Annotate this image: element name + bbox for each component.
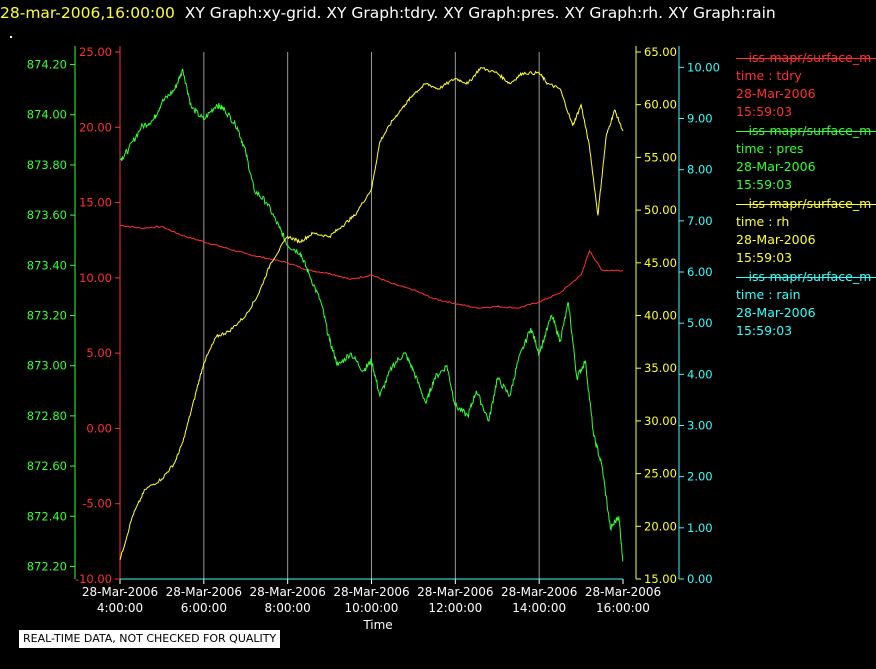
legend-time: 15:59:03	[736, 177, 793, 192]
x-tick-date: 28-Mar-2006	[585, 585, 661, 599]
axis-labels: 28-Mar-2006 4:00:00 28-Mar-2006 6:00:00 28-M…	[27, 45, 720, 632]
pres-tick-label: 873.80	[27, 158, 67, 172]
x-tick-date: 28-Mar-2006	[417, 585, 493, 599]
header-timestamp: 28-mar-2006,16:00:00	[0, 4, 175, 22]
rh-tick-label: 50.00	[644, 203, 677, 217]
x-tick-date: 28-Mar-2006	[333, 585, 409, 599]
x-tick-time: 16:00:00	[596, 601, 650, 615]
marker-dot	[10, 36, 12, 38]
pres-tick-label: 874.20	[27, 58, 67, 72]
rain-tick-label: 0.00	[687, 572, 713, 586]
header-title: 28-mar-2006,16:00:00 XY Graph:xy-grid. X…	[0, 2, 776, 24]
rain-tick-label: 5.00	[687, 316, 713, 330]
legend-series: —iss-mapr/surface_m	[736, 196, 872, 211]
rain-tick-label: 6.00	[687, 265, 713, 279]
pres-tick-label: 873.00	[27, 359, 67, 373]
pres-tick-label: 873.20	[27, 309, 67, 323]
rh-tick-label: 45.00	[644, 256, 677, 270]
x-tick-time: 10:00:00	[345, 601, 399, 615]
x-tick-date: 28-Mar-2006	[82, 585, 158, 599]
legend-series: —iss-mapr/surface_m	[736, 123, 872, 138]
tdry-tick-label: -10.00	[75, 572, 112, 586]
rain-tick-label: 8.00	[687, 163, 713, 177]
tdry-tick-label: 0.00	[86, 421, 112, 435]
quality-note: REAL-TIME DATA, NOT CHECKED FOR QUALITY	[19, 630, 281, 648]
rain-tick-label: 7.00	[687, 214, 713, 228]
x-tick-date: 28-Mar-2006	[249, 585, 325, 599]
grid-lines	[203, 52, 540, 579]
tdry-tick-label: 20.00	[79, 120, 112, 134]
legend-series: —iss-mapr/surface_m	[736, 269, 872, 284]
tdry-tick-label: 5.00	[86, 346, 112, 360]
rh-tick-label: 20.00	[644, 519, 677, 533]
tdry-tick-label: -5.00	[82, 497, 112, 511]
pres-tick-label: 872.60	[27, 459, 67, 473]
rh-tick-label: 65.00	[644, 45, 677, 59]
pres-series-line	[119, 68, 624, 562]
tdry-tick-label: 25.00	[79, 45, 112, 59]
legend-date: 28-Mar-2006	[736, 232, 816, 247]
legend-time: 15:59:03	[736, 323, 793, 338]
legend-time: 15:59:03	[736, 250, 793, 265]
x-tick-date: 28-Mar-2006	[501, 585, 577, 599]
rh-tick-label: 60.00	[644, 98, 677, 112]
tdry-series-line	[119, 224, 624, 309]
pres-tick-label: 872.20	[27, 559, 67, 573]
tdry-tick-label: 15.00	[79, 196, 112, 210]
pres-tick-label: 873.60	[27, 208, 67, 222]
legend-label: time : rain	[736, 287, 801, 302]
rain-tick-label: 4.00	[687, 367, 713, 381]
legend-label: time : rh	[736, 214, 790, 229]
rain-tick-label: 10.00	[687, 60, 720, 74]
x-tick-time: 6:00:00	[181, 601, 227, 615]
rain-tick-label: 2.00	[687, 470, 713, 484]
pres-tick-label: 872.80	[27, 409, 67, 423]
pres-tick-label: 874.00	[27, 108, 67, 122]
rain-tick-label: 1.00	[687, 521, 713, 535]
rain-tick-label: 3.00	[687, 419, 713, 433]
legend-label: time : tdry	[736, 68, 802, 83]
pres-tick-label: 872.40	[27, 509, 67, 523]
legend-time: 15:59:03	[736, 104, 793, 119]
axes	[70, 46, 684, 584]
x-axis-label: Time	[362, 618, 392, 632]
legend-date: 28-Mar-2006	[736, 305, 816, 320]
series-lines	[119, 66, 624, 580]
legend-date: 28-Mar-2006	[736, 86, 816, 101]
x-tick-time: 14:00:00	[512, 601, 566, 615]
rh-tick-label: 15.00	[644, 572, 677, 586]
tdry-tick-label: 10.00	[79, 271, 112, 285]
header-graph-list: XY Graph:xy-grid. XY Graph:tdry. XY Grap…	[184, 4, 776, 22]
x-tick-date: 28-Mar-2006	[166, 585, 242, 599]
pres-tick-label: 873.40	[27, 258, 67, 272]
legend-series: —iss-mapr/surface_m	[736, 50, 872, 65]
rh-tick-label: 55.00	[644, 150, 677, 164]
rh-tick-label: 30.00	[644, 414, 677, 428]
rh-tick-label: 25.00	[644, 467, 677, 481]
rh-tick-label: 40.00	[644, 309, 677, 323]
x-tick-time: 8:00:00	[265, 601, 311, 615]
rh-tick-label: 35.00	[644, 361, 677, 375]
x-tick-time: 12:00:00	[428, 601, 482, 615]
x-tick-time: 4:00:00	[97, 601, 143, 615]
legend-date: 28-Mar-2006	[736, 159, 816, 174]
rain-tick-label: 9.00	[687, 112, 713, 126]
legend-label: time : pres	[736, 141, 804, 156]
rh-series-line	[119, 66, 624, 561]
legend: —iss-mapr/surface_m time : tdry 28-Mar-200…	[736, 48, 876, 340]
